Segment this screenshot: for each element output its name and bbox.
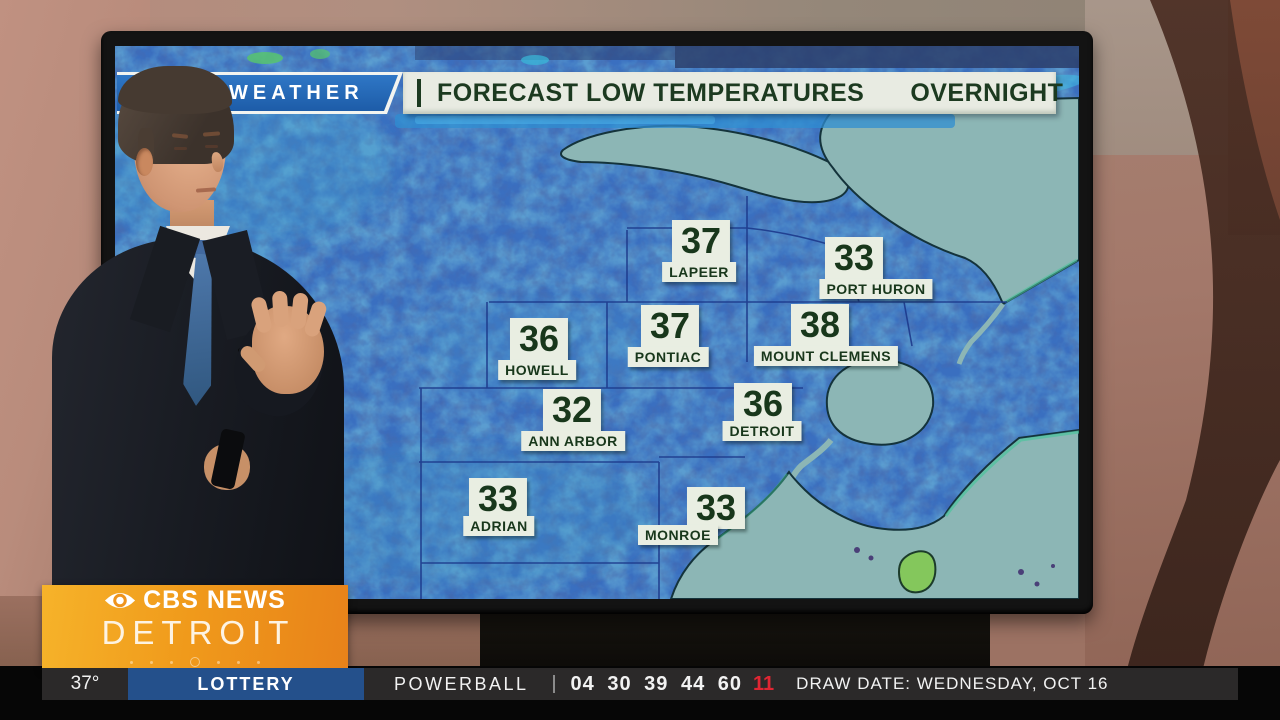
presenter-eye-right xyxy=(205,145,218,148)
headline-timeframe: OVERNIGHT xyxy=(910,78,1064,107)
ticker-section-badge: LOTTERY xyxy=(128,668,364,700)
lottery-game-name: POWERBALL xyxy=(394,673,529,694)
temp-value-ann-arbor: 32 xyxy=(542,389,602,431)
county-borders xyxy=(419,196,1007,599)
headline-separator xyxy=(417,79,421,107)
huron-shore-glow xyxy=(1004,258,1078,304)
studio-dark-curve xyxy=(1120,0,1280,700)
powerball-number: 11 xyxy=(753,672,775,695)
temp-value-detroit: 36 xyxy=(733,383,793,425)
cbs-city-wordmark: DETROIT xyxy=(101,614,296,651)
city-label-port-huron: PORT HURON xyxy=(819,279,933,299)
cbs-logo-row: CBS NEWS xyxy=(104,586,286,615)
dot xyxy=(150,660,153,664)
city-label-adrian: ADRIAN xyxy=(463,516,535,536)
current-temperature: 37° xyxy=(70,673,100,694)
dot xyxy=(170,660,173,664)
city-label-mount-clemens: MOUNT CLEMENS xyxy=(753,346,899,366)
draw-date: DRAW DATE: WEDNESDAY, OCT 16 xyxy=(796,674,1109,693)
city-label-lapeer: LAPEER xyxy=(662,262,736,282)
temp-value-pontiac: 37 xyxy=(640,305,700,347)
headline-bar: FORECAST LOW TEMPERATURES OVERNIGHT xyxy=(403,72,1063,114)
erie-north-shore-glow xyxy=(944,430,1079,517)
temp-value-mount-clemens: 38 xyxy=(790,304,850,346)
lake-huron xyxy=(819,96,1079,306)
small-islands xyxy=(854,547,1055,587)
temp-value-lapeer: 37 xyxy=(671,220,731,262)
winning-numbers: 04 30 39 44 60 xyxy=(570,672,743,695)
city-label-howell: HOWELL xyxy=(498,360,576,380)
next-weather-logo-weather: WEATHER xyxy=(229,81,364,104)
green-blob-2 xyxy=(310,49,330,59)
cyan-blob xyxy=(521,55,549,65)
cbs-eye-icon xyxy=(105,592,136,609)
cbs-news-detroit-logo: CBS NEWS DETROIT xyxy=(42,585,348,668)
north-horizon-band xyxy=(675,46,1079,68)
cbs-news-wordmark: CBS NEWS xyxy=(143,586,286,614)
headline-title: FORECAST LOW TEMPERATURES xyxy=(437,78,865,107)
north-horizon-band2 xyxy=(415,46,675,60)
temp-value-adrian: 33 xyxy=(468,478,528,520)
dot xyxy=(257,660,260,664)
temp-value-monroe: 33 xyxy=(686,487,746,529)
presenter-hair-front xyxy=(118,66,232,114)
city-label-ann-arbor: ANN ARBOR xyxy=(521,431,625,451)
lake-st-clair xyxy=(825,358,935,446)
presenter-finger xyxy=(271,290,290,328)
presenter-eye-left xyxy=(174,147,187,150)
presenter-ear xyxy=(136,148,153,176)
lottery-ticker: 37° LOTTERY POWERBALL 04 30 39 44 60 11 … xyxy=(42,668,1238,700)
ticker-divider xyxy=(552,675,555,693)
cbs-logo-dots xyxy=(130,657,260,667)
city-label-pontiac: PONTIAC xyxy=(627,347,709,367)
pelee-island xyxy=(897,550,937,594)
dot xyxy=(237,660,240,664)
bright-band2 xyxy=(415,116,715,124)
temp-value-port-huron: 33 xyxy=(824,237,884,279)
green-blob-1 xyxy=(247,52,283,64)
dot xyxy=(217,660,220,664)
erie-west-shore-glow xyxy=(712,473,789,544)
st-clair-river xyxy=(956,302,1006,365)
city-label-monroe: MONROE xyxy=(638,525,718,545)
city-label-detroit: DETROIT xyxy=(722,421,802,441)
ring-dot xyxy=(190,657,200,667)
dot xyxy=(130,660,133,664)
temp-value-howell: 36 xyxy=(509,318,569,360)
